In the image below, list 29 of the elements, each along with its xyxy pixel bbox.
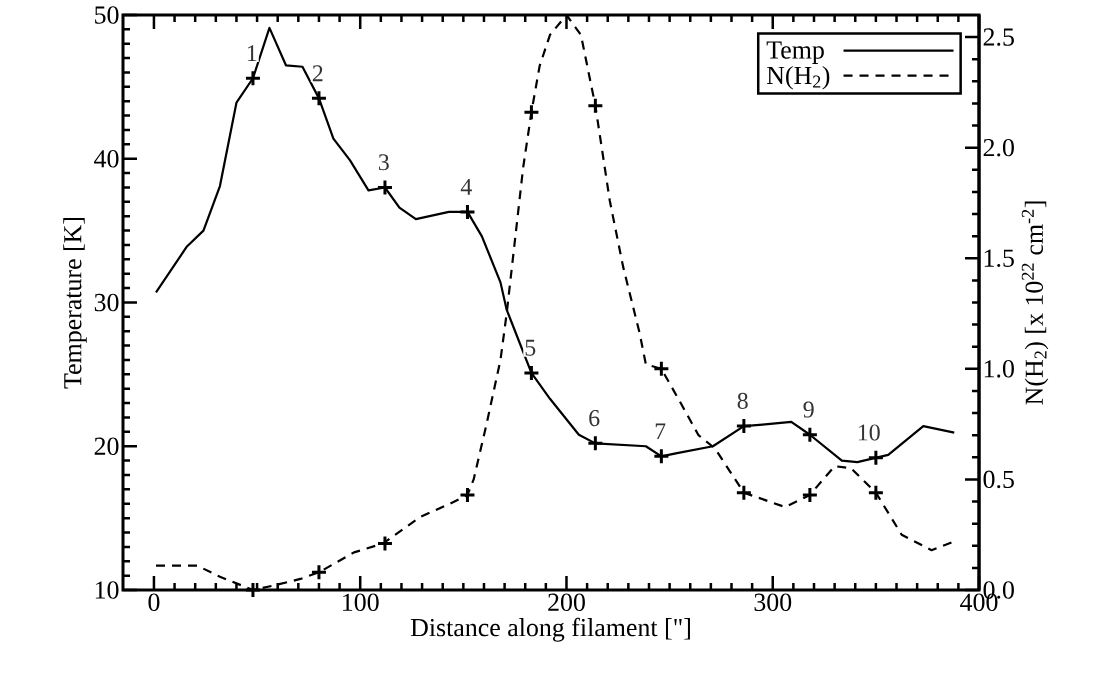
- y-axis-title: Temperature [K]: [63, 217, 87, 389]
- annotation: 5: [525, 339, 536, 356]
- y2-axis-title: N(H$_{2}$) [x 10$^{22}$ cm$^{-2}$]: [1021, 201, 1049, 405]
- x-tick-label: 300: [754, 593, 792, 611]
- annotation: 10: [858, 424, 880, 441]
- annotation: 3: [378, 154, 389, 171]
- x-tick-label: 200: [548, 593, 585, 611]
- y2-tick-label: 1.5: [984, 249, 1014, 267]
- y2-tick-label: 0.5: [983, 470, 1014, 489]
- x-tick-label: 100: [343, 593, 379, 611]
- annotation: 8: [737, 392, 748, 409]
- y-tick-label: 20: [94, 437, 119, 455]
- x-axis-title: Distance along filament ["]: [410, 617, 690, 642]
- y2-tick-label: 2.5: [983, 28, 1014, 46]
- y2-tick-label: 1.0: [984, 360, 1014, 378]
- annotation: 9: [803, 401, 814, 418]
- annotation: 4: [460, 179, 472, 195]
- annotation: 7: [655, 423, 666, 440]
- annotation: 1: [247, 45, 257, 62]
- y-tick-label: 30: [94, 293, 119, 312]
- x-tick-label: 0: [148, 593, 160, 611]
- legend-label: Temp: [766, 41, 824, 64]
- legend-label: N(H$_{2}$): [766, 65, 830, 90]
- y-tick-label: 50: [95, 6, 119, 24]
- annotation: 6: [589, 410, 600, 427]
- y2-tick-label: 2.0: [983, 138, 1014, 157]
- y-tick-label: 10: [95, 581, 119, 599]
- annotation: 2: [312, 65, 323, 82]
- y-tick-label: 40: [94, 150, 119, 168]
